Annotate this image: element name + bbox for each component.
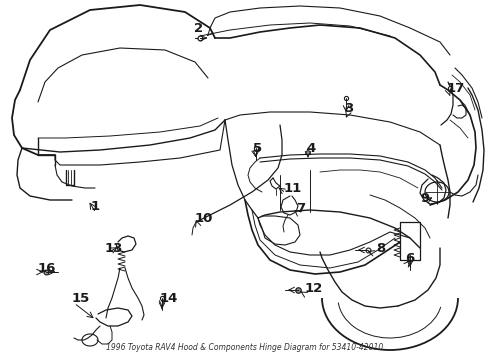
Text: 13: 13 (105, 242, 123, 255)
Text: 11: 11 (284, 181, 302, 194)
Text: 14: 14 (160, 292, 178, 305)
Text: 2: 2 (194, 22, 203, 35)
Text: 4: 4 (305, 141, 315, 154)
Text: 5: 5 (252, 141, 262, 154)
Text: 7: 7 (295, 202, 305, 215)
Text: 6: 6 (404, 252, 413, 265)
Text: 15: 15 (72, 292, 90, 305)
Text: 12: 12 (305, 282, 323, 294)
Text: 1: 1 (90, 201, 100, 213)
Text: 16: 16 (38, 261, 56, 274)
Text: 8: 8 (375, 242, 385, 255)
Text: 3: 3 (343, 102, 352, 114)
Text: 1996 Toyota RAV4 Hood & Components Hinge Diagram for 53410-42010: 1996 Toyota RAV4 Hood & Components Hinge… (106, 343, 382, 352)
Text: 17: 17 (446, 81, 464, 94)
Text: 9: 9 (419, 192, 428, 204)
Text: 10: 10 (195, 211, 213, 225)
